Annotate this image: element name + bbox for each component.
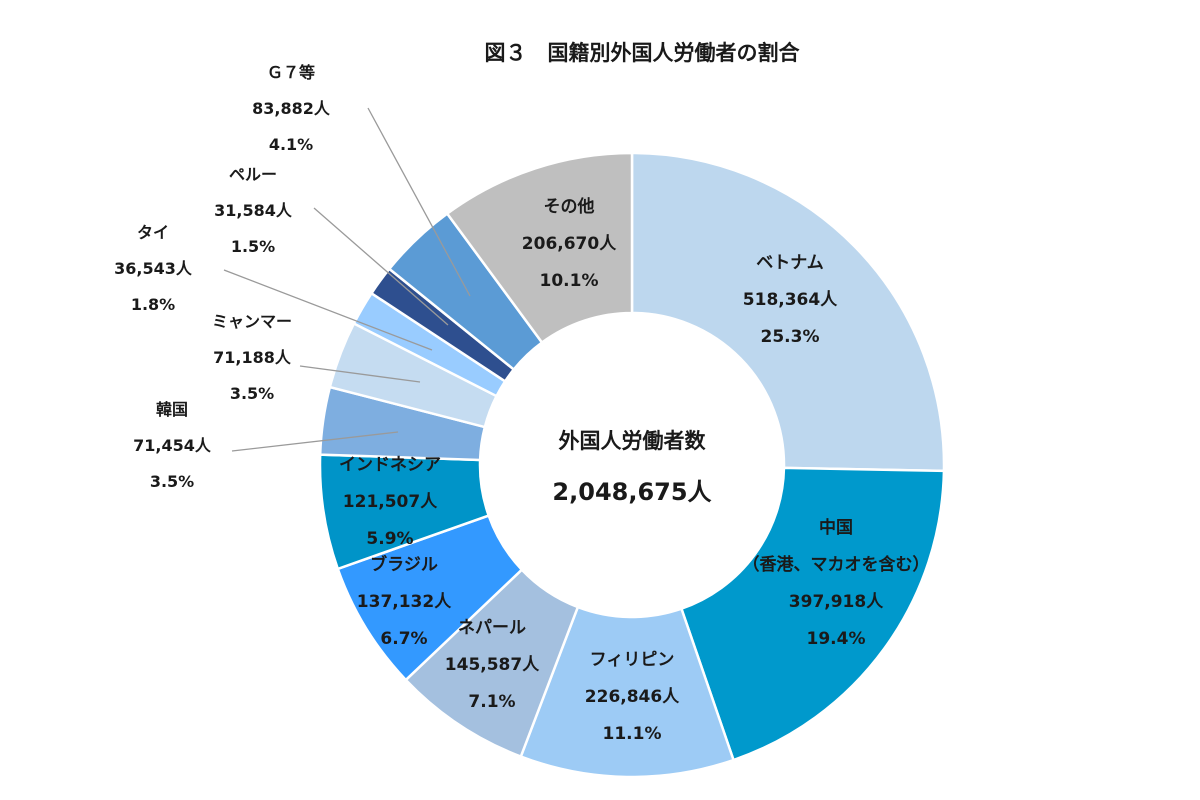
slice-10-name-label: ペルー (229, 165, 277, 184)
slice-5-name-label: ブラジル (370, 554, 438, 575)
slice-4-name-label: ネパール (458, 618, 526, 638)
slice-9-leader-line (223, 269, 433, 351)
slice-11-value-label: 83,882人 (252, 99, 331, 118)
slice-5-value-label: 137,132人 (357, 592, 452, 612)
slice-8-name-label: ミャンマー (212, 312, 292, 331)
slice-10-value-label: 31,584人 (214, 201, 293, 220)
slice-9-name-label: タイ (137, 223, 169, 242)
slice-1-value-label: 518,364人 (743, 290, 838, 310)
chart-title: 図３ 国籍別外国人労働者の割合 (485, 41, 801, 65)
slice-3-name-label: フィリピン (590, 650, 675, 670)
slice-11-percent-label: 4.1% (269, 135, 313, 154)
slice-7-leader-line (231, 431, 399, 452)
slice-7-value-label: 71,454人 (133, 436, 212, 455)
slice-6-name-label: インドネシア (339, 455, 441, 475)
slice-10-leader-line (313, 207, 449, 326)
center-value: 2,048,675人 (552, 478, 711, 506)
slice-2-percent-label: 19.4% (807, 629, 866, 649)
slice-12 (445, 151, 634, 345)
slice-9-percent-label: 1.8% (131, 295, 175, 314)
slice-9-value-label: 36,543人 (114, 259, 193, 278)
slice-2 (679, 466, 946, 762)
slice-6-value-label: 121,507人 (343, 492, 438, 512)
slice-8-leader-line (299, 365, 421, 383)
slice-4-value-label: 145,587人 (445, 655, 540, 675)
slice-7-name-label: 韓国 (156, 400, 188, 419)
slice-3-value-label: 226,846人 (585, 687, 680, 707)
slice-11-name-label: Ｇ７等 (267, 63, 315, 82)
slice-2-name-label: 中国 (819, 517, 853, 538)
slice-1-percent-label: 25.3% (761, 327, 820, 347)
slice-3-percent-label: 11.1% (603, 724, 662, 744)
slice-11-leader-line (367, 107, 471, 297)
slice-4-percent-label: 7.1% (468, 692, 515, 712)
slice-1 (630, 151, 946, 473)
slice-7-percent-label: 3.5% (150, 472, 194, 491)
center-label: 外国人労働者数 (559, 429, 707, 453)
slice-5-percent-label: 6.7% (380, 629, 427, 649)
slice-12-name-label: その他 (544, 196, 595, 217)
slice-1-name-label: ベトナム (756, 253, 824, 273)
slice-6-percent-label: 5.9% (366, 529, 413, 549)
slice-8-value-label: 71,188人 (213, 348, 292, 367)
slice-10-percent-label: 1.5% (231, 237, 275, 256)
slice-2-name2-label: （香港、マカオを含む） (743, 554, 930, 575)
slice-12-percent-label: 10.1% (540, 271, 599, 291)
slice-8-percent-label: 3.5% (230, 384, 274, 403)
slice-12-value-label: 206,670人 (522, 234, 617, 254)
slice-2-value-label: 397,918人 (789, 592, 884, 612)
